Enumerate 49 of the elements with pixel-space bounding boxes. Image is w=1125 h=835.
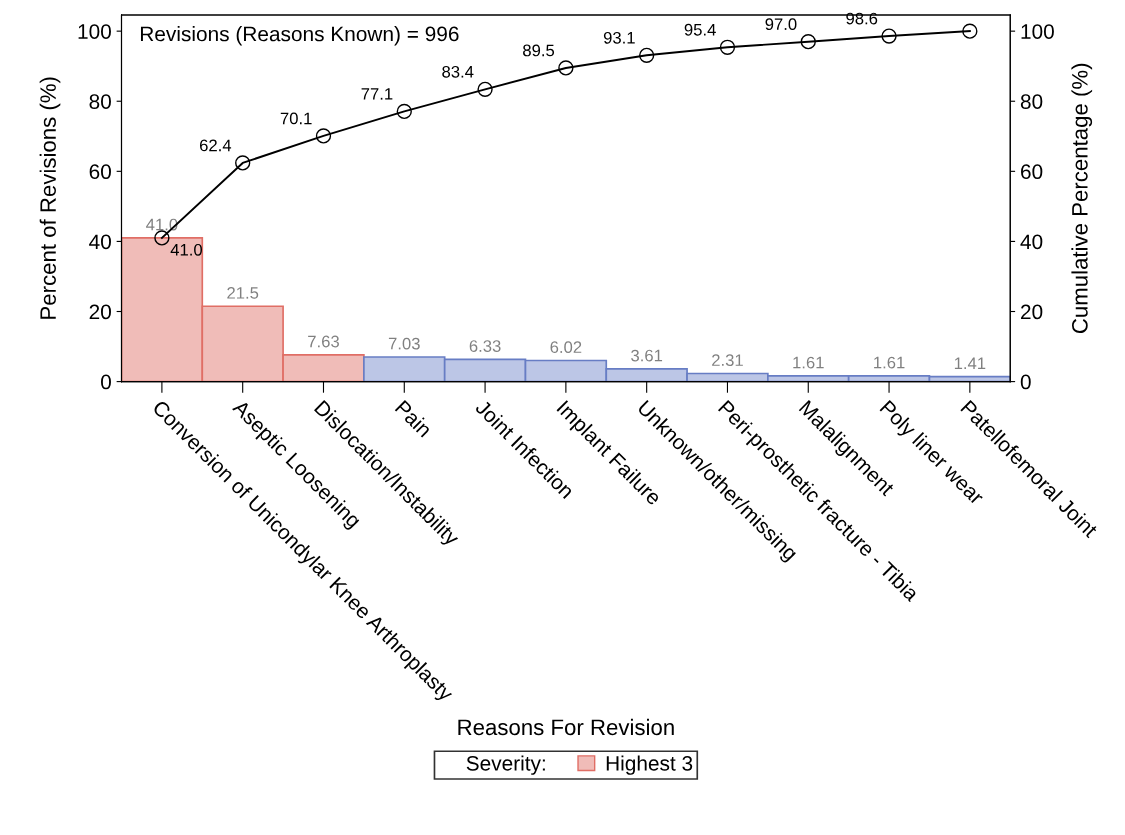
point xyxy=(315,128,332,144)
y2-tick-label: 40 xyxy=(1020,234,1043,250)
point xyxy=(235,155,251,171)
data-label: 1.61 xyxy=(793,356,824,369)
y2-axis-title: Cumulative Percentage (%) xyxy=(1071,63,1093,334)
y-tick-label: 80 xyxy=(89,94,111,109)
data-label: 98.6 xyxy=(846,12,878,25)
data-label: 41.0 xyxy=(170,243,203,256)
point xyxy=(881,28,897,44)
y-tick-label: 40 xyxy=(89,234,111,250)
legend-label: Highest 3 xyxy=(606,755,693,775)
y-tick-label: 0 xyxy=(101,374,111,390)
legend-title: Severity: xyxy=(466,755,545,775)
data-label: 1.61 xyxy=(874,356,905,369)
point xyxy=(477,81,493,97)
point xyxy=(962,23,978,39)
data-label: 83.4 xyxy=(442,65,474,78)
annotation: Revisions (Reasons Known) = 996 xyxy=(140,26,459,46)
y-tick-label: 100 xyxy=(78,24,111,39)
data-label: 77.1 xyxy=(361,88,393,100)
data-label: 93.1 xyxy=(603,31,635,44)
data-label: 89.5 xyxy=(523,44,555,57)
y-tick-label: 60 xyxy=(89,164,111,180)
data-label: 6.33 xyxy=(469,340,501,352)
point xyxy=(396,103,412,120)
point xyxy=(558,60,574,76)
data-label: 7.63 xyxy=(308,335,339,348)
y-axis-title: Percent of Revisions (%) xyxy=(39,77,61,319)
data-label: 21.5 xyxy=(227,286,259,299)
y-tick-label: 20 xyxy=(89,304,111,320)
y2-tick-label: 0 xyxy=(1020,374,1031,390)
data-label: 3.61 xyxy=(631,349,663,362)
x-axis-title: Reasons For Revision xyxy=(458,718,674,736)
y2-tick-label: 80 xyxy=(1020,94,1043,109)
data-label: 97.0 xyxy=(765,18,797,31)
y2-tick-label: 100 xyxy=(1021,24,1054,39)
data-label: 2.31 xyxy=(712,354,743,367)
point xyxy=(154,230,170,246)
data-label: 70.1 xyxy=(280,112,312,125)
data-label: 62.4 xyxy=(199,139,232,152)
y2-tick-label: 20 xyxy=(1021,304,1043,320)
point xyxy=(639,47,655,63)
data-label: 95.4 xyxy=(684,23,716,36)
y2-tick-label: 60 xyxy=(1021,164,1043,180)
point xyxy=(800,34,816,50)
data-label: 6.02 xyxy=(550,341,582,354)
data-label: 1.41 xyxy=(954,357,986,370)
point xyxy=(719,39,736,55)
data-label: 7.03 xyxy=(388,337,420,350)
